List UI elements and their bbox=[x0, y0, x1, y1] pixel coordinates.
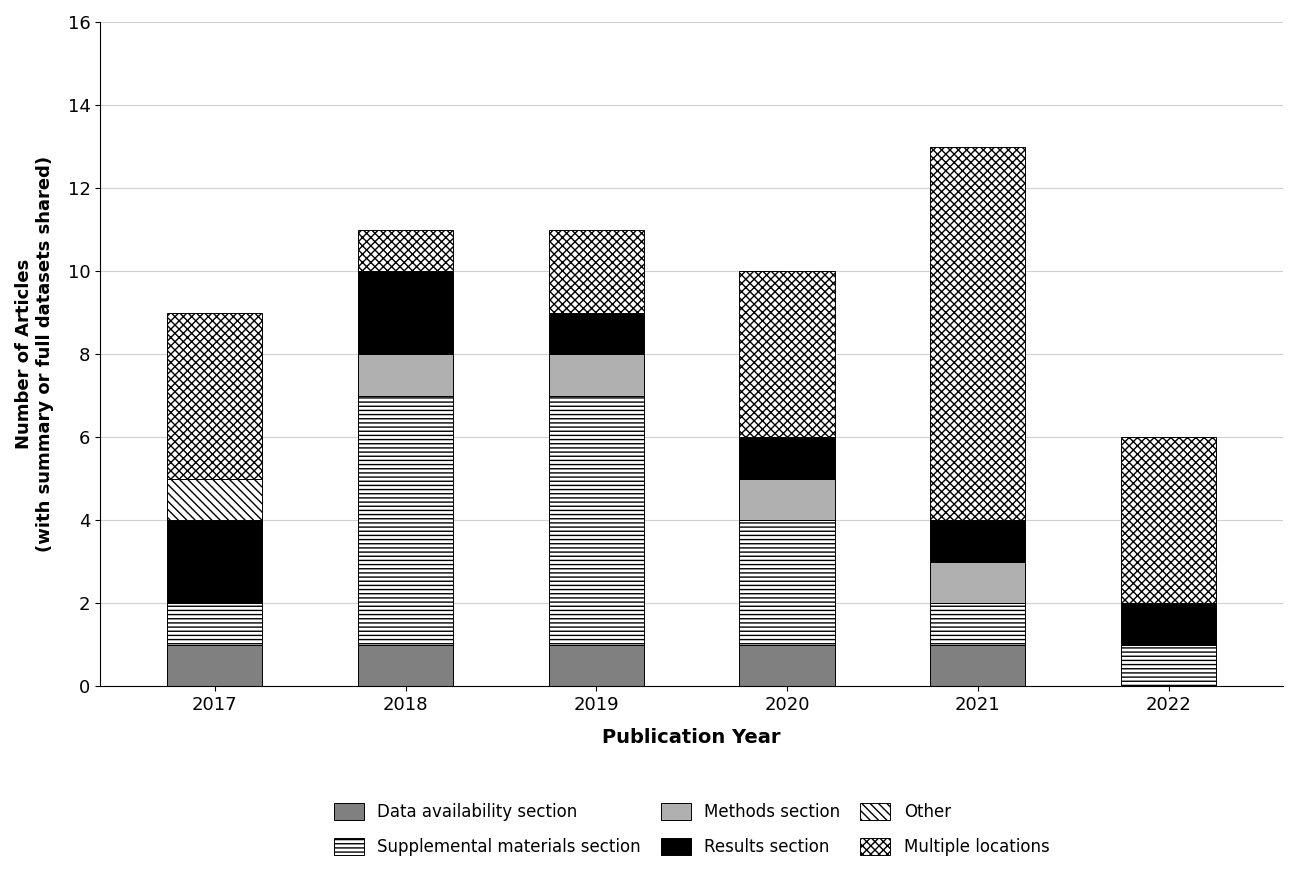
Bar bbox=[931, 147, 1025, 520]
Bar bbox=[740, 479, 835, 520]
Bar bbox=[1121, 645, 1216, 686]
Bar bbox=[549, 312, 644, 355]
Bar bbox=[549, 396, 644, 645]
Bar bbox=[358, 230, 453, 271]
Bar bbox=[167, 645, 262, 686]
Bar bbox=[1121, 604, 1216, 645]
Bar bbox=[931, 604, 1025, 645]
Bar bbox=[931, 520, 1025, 561]
Bar bbox=[167, 312, 262, 479]
Bar bbox=[358, 355, 453, 396]
Bar bbox=[931, 561, 1025, 604]
Bar bbox=[1121, 437, 1216, 604]
Bar bbox=[167, 604, 262, 645]
Bar bbox=[358, 645, 453, 686]
Bar bbox=[167, 520, 262, 604]
Bar bbox=[549, 355, 644, 396]
Bar bbox=[358, 271, 453, 355]
Bar bbox=[358, 396, 453, 645]
Bar bbox=[931, 645, 1025, 686]
Bar bbox=[740, 437, 835, 479]
Bar bbox=[167, 479, 262, 520]
Bar bbox=[740, 645, 835, 686]
Bar bbox=[549, 645, 644, 686]
Bar bbox=[549, 230, 644, 312]
Bar bbox=[740, 271, 835, 437]
Legend: Data availability section, Supplemental materials section, Methods section, Resu: Data availability section, Supplemental … bbox=[326, 795, 1058, 864]
X-axis label: Publication Year: Publication Year bbox=[602, 728, 781, 747]
Y-axis label: Number of Articles
(with summary or full datasets shared): Number of Articles (with summary or full… bbox=[16, 156, 53, 553]
Bar bbox=[740, 520, 835, 645]
